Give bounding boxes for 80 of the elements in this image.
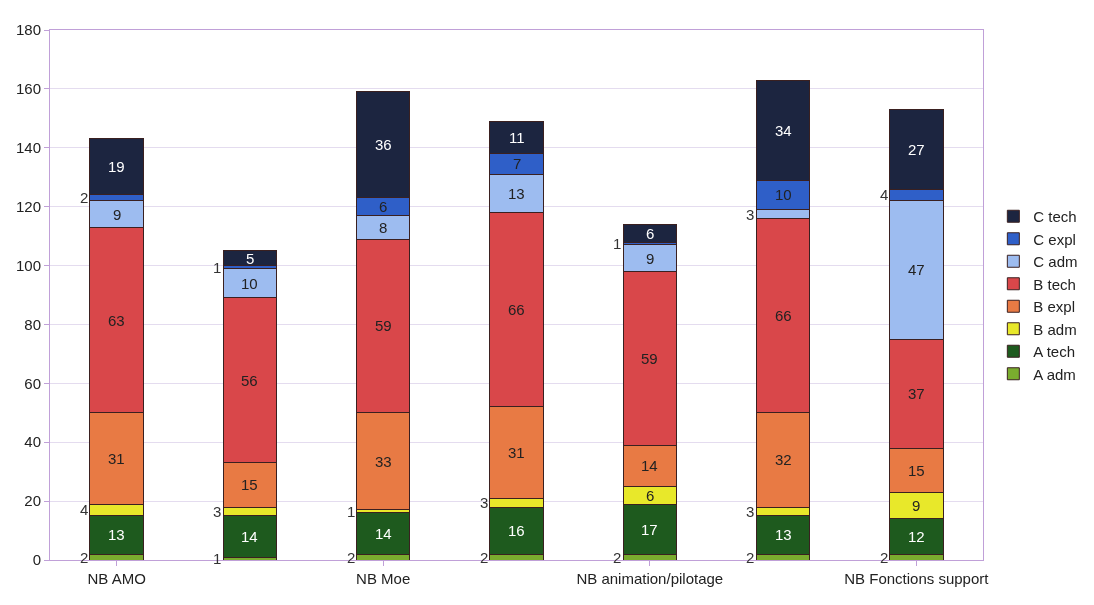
x-tick-label: NB animation/pilotage (576, 570, 724, 587)
data-label: 1 (213, 259, 222, 276)
data-label: 3 (480, 494, 489, 511)
data-label: 2 (80, 189, 89, 206)
legend-label: B expl (1033, 298, 1076, 316)
data-label: 14 (241, 528, 258, 545)
data-label: 14 (641, 457, 658, 474)
legend-label: A tech (1033, 343, 1076, 361)
bar (222, 250, 278, 267)
data-label: 11 (509, 129, 525, 146)
legend-label: B tech (1033, 275, 1076, 293)
data-label: 17 (641, 521, 658, 538)
y-tick-label: 180 (15, 21, 41, 39)
data-label: 3 (746, 206, 755, 223)
data-label: 36 (375, 136, 392, 153)
y-tick-label: 20 (24, 492, 41, 510)
data-label: 8 (379, 219, 388, 236)
data-label: 63 (108, 312, 125, 329)
data-label: 2 (347, 549, 356, 566)
data-label: 66 (508, 301, 525, 318)
data-label: 15 (241, 476, 258, 493)
data-label: 2 (613, 549, 622, 566)
x-tick-label: NB Fonctions support (844, 570, 990, 587)
x-tick-label: NB Moe (356, 570, 411, 587)
data-label: 27 (908, 141, 925, 158)
y-tick-label: 160 (15, 80, 41, 98)
data-label: 59 (641, 350, 658, 367)
data-label: 4 (880, 186, 889, 203)
data-label: 13 (775, 526, 792, 543)
y-tick-label: 40 (24, 433, 41, 451)
legend-label: C expl (1033, 230, 1076, 248)
legend-label: C tech (1033, 208, 1077, 226)
data-label: 14 (375, 525, 392, 542)
y-tick-label: 80 (24, 315, 41, 333)
data-label: 4 (80, 501, 89, 518)
data-label: 56 (241, 372, 258, 389)
data-label: 2 (746, 549, 755, 566)
data-label: 2 (880, 549, 889, 566)
data-label: 9 (912, 497, 921, 514)
data-label: 15 (908, 462, 925, 479)
data-label: 66 (775, 307, 792, 324)
data-label: 13 (508, 185, 525, 202)
data-label: 1 (613, 235, 622, 252)
data-label: 6 (646, 225, 655, 242)
data-label: 31 (508, 444, 525, 461)
data-label: 1 (213, 550, 222, 567)
y-tick-label: 0 (32, 551, 41, 569)
legend-label: B adm (1033, 320, 1077, 338)
data-label: 34 (775, 122, 792, 139)
data-label: 33 (375, 453, 392, 470)
legend-label: C adm (1033, 253, 1078, 271)
data-label: 47 (908, 261, 925, 278)
data-label: 9 (646, 250, 655, 267)
data-label: 16 (508, 522, 525, 539)
data-label: 10 (241, 275, 258, 292)
data-label: 6 (379, 198, 388, 215)
data-label: 7 (513, 155, 522, 172)
data-label: 6 (646, 487, 655, 504)
data-label: 5 (246, 250, 255, 267)
data-label: 1 (347, 503, 356, 520)
data-label: 59 (375, 317, 392, 334)
x-tick-label: NB AMO (87, 570, 146, 587)
data-label: 2 (80, 549, 89, 566)
data-label: 32 (775, 451, 792, 468)
data-label: 13 (108, 526, 125, 543)
data-label: 3 (213, 503, 222, 520)
data-label: 9 (113, 206, 122, 223)
legend-label: A adm (1033, 365, 1076, 383)
data-label: 37 (908, 385, 925, 402)
data-label: 3 (746, 503, 755, 520)
data-label: 2 (480, 549, 489, 566)
data-label: 31 (108, 450, 125, 467)
y-tick-label: 140 (15, 139, 41, 157)
y-tick-label: 60 (24, 374, 41, 392)
data-label: 12 (908, 528, 925, 545)
y-tick-label: 120 (15, 197, 41, 215)
bar (622, 223, 677, 243)
data-label: 10 (775, 186, 792, 203)
data-label: 19 (108, 158, 125, 175)
y-tick-label: 100 (15, 256, 41, 274)
